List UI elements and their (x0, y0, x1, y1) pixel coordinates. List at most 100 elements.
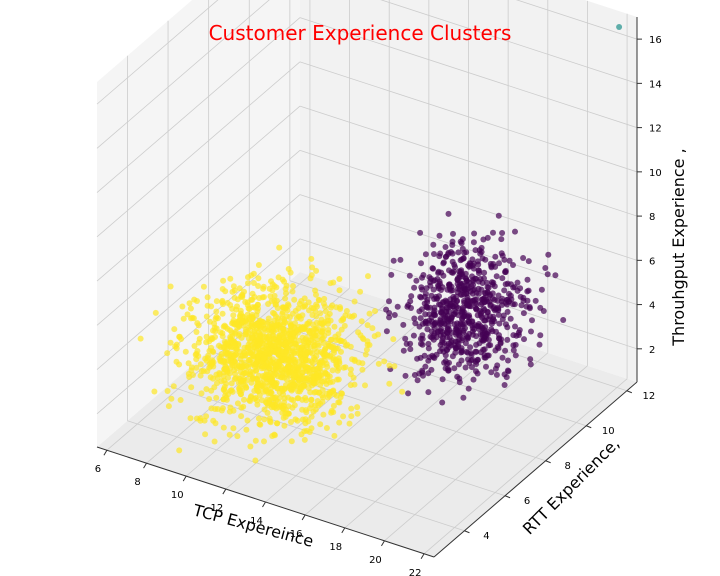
data-point (265, 333, 272, 340)
data-point (212, 315, 219, 322)
data-point (496, 260, 502, 267)
data-point (206, 347, 213, 354)
data-point (299, 383, 306, 390)
data-point (288, 438, 295, 445)
data-point (439, 376, 446, 383)
data-point (204, 368, 211, 375)
data-point (525, 258, 532, 265)
data-point (170, 383, 177, 390)
data-point (268, 404, 275, 411)
data-point (425, 389, 432, 396)
data-point (238, 352, 245, 359)
data-point (282, 348, 289, 355)
data-point (229, 362, 236, 369)
x-tick (143, 462, 147, 469)
data-point (237, 384, 243, 391)
data-point (471, 296, 478, 303)
x-tick-label: 18 (329, 542, 342, 553)
data-point (261, 406, 268, 413)
data-point (211, 438, 218, 445)
data-point (245, 314, 252, 321)
data-point (252, 437, 259, 444)
z-tick-label: 2 (649, 345, 655, 356)
data-point (476, 267, 482, 274)
data-point (220, 396, 227, 403)
x-tick-label: 16 (290, 529, 303, 540)
data-point (224, 299, 231, 306)
data-point (452, 264, 458, 270)
data-point (273, 371, 279, 378)
data-point (537, 332, 544, 339)
data-point (263, 386, 269, 393)
data-point (248, 334, 255, 341)
data-point (323, 425, 330, 431)
data-point (265, 301, 272, 307)
data-point (277, 347, 284, 353)
data-point (191, 296, 198, 303)
data-point (249, 375, 256, 381)
data-point (251, 339, 258, 346)
data-point (269, 433, 276, 439)
data-point (375, 331, 382, 338)
data-point (514, 279, 521, 286)
data-point (474, 370, 481, 377)
data-point (176, 447, 183, 454)
data-point (359, 360, 366, 367)
data-point (330, 402, 337, 409)
data-point (336, 287, 343, 294)
x-tick (103, 449, 108, 456)
z-tick-label: 12 (649, 124, 662, 135)
data-point (450, 230, 456, 237)
y-tick-label: 6 (524, 496, 530, 507)
data-point (203, 413, 210, 420)
data-point (542, 265, 549, 271)
data-point (478, 244, 485, 251)
data-point (402, 335, 409, 342)
data-point (314, 398, 321, 404)
data-point (265, 315, 272, 322)
data-point (445, 210, 452, 217)
data-point (324, 352, 331, 359)
data-point (221, 338, 228, 345)
data-point (335, 376, 342, 383)
data-point (402, 372, 409, 379)
data-point (205, 352, 212, 359)
data-point (466, 330, 473, 337)
data-point (309, 312, 316, 318)
data-point (442, 244, 449, 250)
data-point (256, 392, 263, 399)
data-point (238, 334, 245, 341)
z-gridline (299, 194, 638, 305)
data-point (505, 368, 512, 375)
data-point (444, 334, 450, 341)
data-point (430, 241, 437, 248)
data-point (445, 340, 452, 347)
data-point (187, 415, 194, 422)
data-point (317, 421, 324, 428)
data-point (484, 279, 490, 286)
data-point (391, 363, 398, 370)
data-point (282, 340, 289, 347)
data-point (403, 340, 410, 347)
z-tick-label: 8 (649, 212, 655, 223)
data-point (411, 315, 418, 322)
data-point (271, 292, 278, 299)
data-point (234, 433, 241, 440)
data-point (487, 342, 494, 349)
data-point (326, 373, 333, 380)
data-point (208, 303, 215, 310)
data-point (259, 319, 266, 325)
data-point (280, 356, 287, 363)
data-point (445, 251, 451, 258)
data-point (218, 351, 225, 358)
data-point (291, 363, 298, 370)
data-point (273, 347, 279, 354)
data-point (176, 333, 183, 340)
data-point (481, 290, 488, 296)
data-point (177, 397, 184, 403)
data-point (517, 293, 524, 300)
data-point (466, 360, 473, 366)
data-point (514, 287, 521, 294)
data-point (467, 344, 474, 351)
x-tick (182, 475, 187, 482)
